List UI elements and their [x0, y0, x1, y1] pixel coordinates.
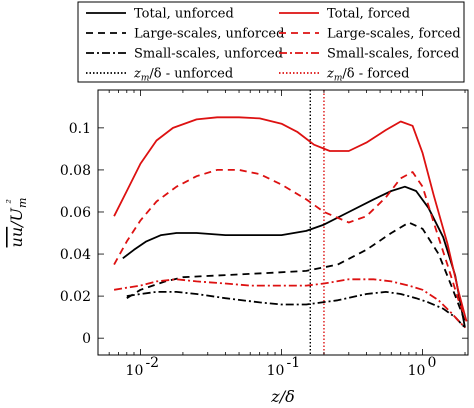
- series-line-1: [122, 185, 466, 328]
- legend-label: Total, unforced: [134, 7, 234, 22]
- x-axis-label: z/δ: [270, 387, 294, 406]
- legend-label: Large-scales, unforced: [134, 27, 284, 42]
- legend-label: Small-scales, forced: [327, 47, 459, 62]
- series-line-2: [113, 116, 468, 322]
- y-tick-label: 0.1: [69, 121, 91, 137]
- y-tick-label: 0.08: [60, 163, 91, 179]
- axes-frame: [97, 89, 469, 356]
- x-tick-label-exponent: 0: [428, 355, 437, 371]
- x-tick-label: 10: [267, 363, 285, 379]
- axes: 10 -2 10 -1 10 000.020.040.060.080.1z/δuu/Um²: [4, 89, 469, 406]
- y-axis-label: uu/Um²: [4, 198, 29, 248]
- y-tick-label: 0.06: [60, 205, 91, 221]
- x-tick-label: 10: [126, 363, 144, 379]
- legend-label: Large-scales, forced: [327, 27, 461, 42]
- legend-box: [77, 1, 465, 83]
- legend-label: Small-scales, unforced: [134, 47, 283, 62]
- y-tick-label: 0.02: [60, 289, 91, 305]
- x-tick-label: 10: [408, 363, 426, 379]
- x-tick-label-exponent: -1: [287, 355, 301, 371]
- x-tick-label-exponent: -2: [145, 355, 159, 371]
- legend-label: zm/δ - unforced: [133, 67, 233, 84]
- series-line-4: [113, 169, 468, 322]
- series-line-3: [126, 221, 466, 322]
- legend-label: Total, forced: [327, 7, 410, 22]
- y-tick-label: 0.04: [60, 247, 91, 263]
- legend-label: zm/δ - forced: [326, 67, 409, 84]
- y-tick-label: 0: [82, 331, 91, 347]
- series-line-6: [113, 278, 466, 329]
- series-line-5: [126, 291, 466, 329]
- legend: Total, unforced Total, forced Large-scales…: [77, 1, 465, 84]
- series-group: [113, 90, 468, 355]
- plot-area: [113, 90, 468, 355]
